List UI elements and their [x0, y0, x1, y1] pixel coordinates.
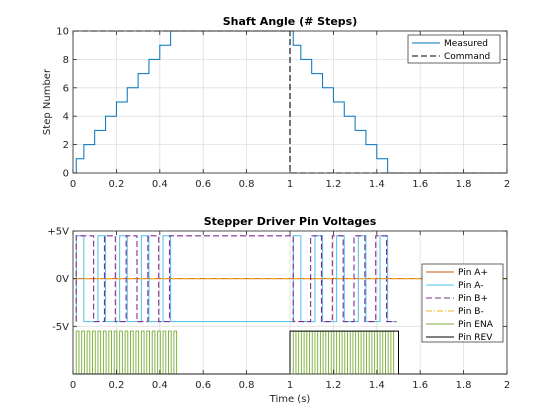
x-tick-label: 1.4 [369, 179, 385, 190]
legend-label: Command [444, 52, 490, 62]
x-tick-label: 0.4 [152, 380, 168, 391]
x-tick-label: 1.6 [412, 380, 428, 391]
x-tick-label: 0.8 [239, 179, 255, 190]
legend-label: Pin B+ [458, 294, 488, 304]
x-tick-label: 1.8 [456, 380, 472, 391]
y-tick-label: 8 [63, 55, 69, 66]
legend-label: Pin REV [458, 333, 493, 343]
x-tick-label: 2 [504, 179, 510, 190]
y-tick-label: +5V [47, 227, 69, 238]
legend: Pin A+ Pin A- Pin B+ Pin B- Pin ENA Pin REV [421, 263, 504, 343]
legend-label: Pin A- [458, 281, 484, 291]
legend: Measured Command [407, 34, 501, 64]
x-tick-label: 0 [70, 380, 76, 391]
x-tick-label: 1.4 [369, 380, 385, 391]
x-tick-label: 1.8 [456, 179, 472, 190]
x-tick-label: 0.6 [195, 380, 211, 391]
y-tick-label: 6 [63, 83, 69, 94]
x-tick-label: 1 [287, 179, 293, 190]
x-tick-label: 1 [287, 380, 293, 391]
x-tick-label: 1.6 [412, 179, 428, 190]
x-tick-label: 0.2 [108, 179, 124, 190]
pin-voltage-axes: 0 0.2 0.4 0.6 0.8 1 1.2 1.4 1.6 1.8 2 +5V 0V -5V Stepp… [47, 215, 510, 405]
x-tick-label: 0.4 [152, 179, 168, 190]
chart-title: Stepper Driver Pin Voltages [204, 215, 377, 228]
chart-title: Shaft Angle (# Steps) [223, 15, 358, 28]
x-tick-label: 0.8 [239, 380, 255, 391]
x-tick-label: 0.2 [108, 380, 124, 391]
y-tick-label: 0V [56, 274, 69, 285]
series-line-pin-b [75, 235, 397, 323]
legend-label: Measured [444, 39, 488, 49]
y-tick-label: -5V [52, 322, 69, 333]
x-tick-label: 0.6 [195, 179, 211, 190]
x-tick-label: 0 [70, 179, 76, 190]
legend-box [421, 263, 504, 343]
legend-label: Pin A+ [458, 268, 488, 278]
x-axis-label: Time (s) [269, 394, 311, 405]
x-tick-label: 2 [504, 380, 510, 391]
y-tick-label: 2 [63, 140, 69, 151]
legend-box [407, 34, 501, 64]
y-tick-label: 4 [63, 112, 69, 123]
legend-label: Pin ENA [458, 320, 494, 330]
shaft-angle-axes: 0 0.2 0.4 0.6 0.8 1 1.2 1.4 1.6 1.8 2 0 2 4 6 8 10 Shaft … [42, 15, 510, 190]
y-tick-label: 10 [56, 27, 69, 38]
legend-label: Pin B- [458, 307, 484, 317]
y-axis-label: Step Number [42, 68, 53, 135]
x-tick-label: 1.2 [325, 179, 341, 190]
x-tick-label: 1.2 [325, 380, 341, 391]
y-tick-label: 0 [63, 169, 69, 180]
